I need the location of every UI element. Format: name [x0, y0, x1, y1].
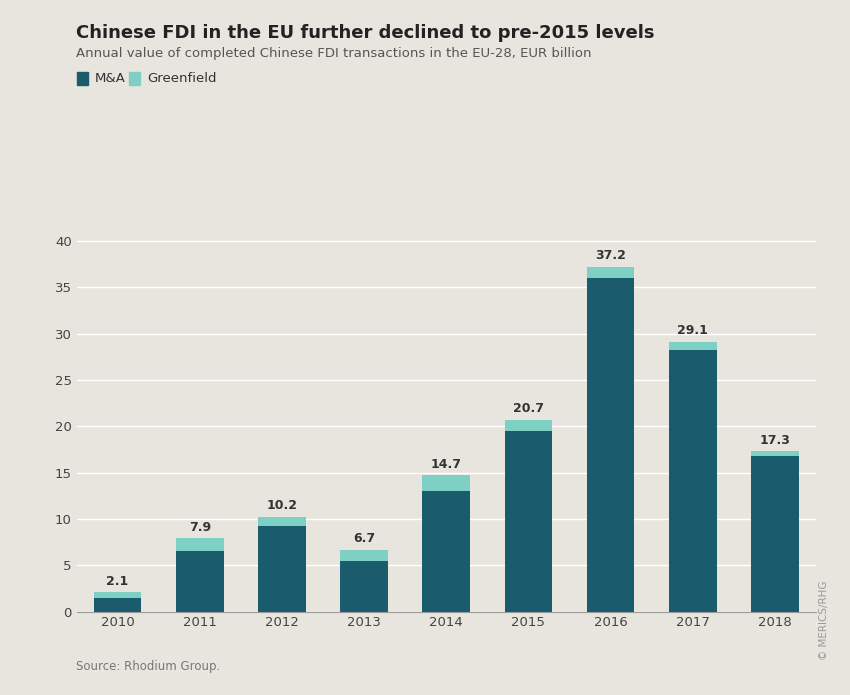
Text: 37.2: 37.2 — [595, 250, 626, 262]
Bar — [422, 491, 470, 612]
Bar — [176, 551, 224, 612]
Bar — [176, 539, 224, 551]
Bar — [94, 598, 141, 612]
Bar — [258, 526, 306, 612]
Text: Annual value of completed Chinese FDI transactions in the EU-28, EUR billion: Annual value of completed Chinese FDI tr… — [76, 47, 592, 60]
Text: 2.1: 2.1 — [106, 575, 128, 587]
Bar — [340, 550, 388, 561]
Bar — [669, 342, 717, 350]
Text: 29.1: 29.1 — [677, 325, 708, 337]
Text: 10.2: 10.2 — [266, 500, 298, 512]
Bar — [258, 517, 306, 526]
Bar — [669, 350, 717, 612]
Text: M&A: M&A — [94, 72, 126, 85]
Bar — [94, 592, 141, 598]
Bar — [505, 431, 552, 612]
Text: © MERICS/RHG: © MERICS/RHG — [819, 581, 829, 660]
Text: 6.7: 6.7 — [353, 532, 375, 545]
Bar — [586, 267, 634, 278]
Text: 7.9: 7.9 — [189, 521, 211, 534]
Text: Source: Rhodium Group.: Source: Rhodium Group. — [76, 660, 221, 673]
Text: Greenfield: Greenfield — [147, 72, 217, 85]
Bar — [340, 561, 388, 612]
Text: 20.7: 20.7 — [513, 402, 544, 415]
Bar — [751, 451, 799, 456]
Bar — [751, 456, 799, 612]
Bar — [505, 420, 552, 431]
Bar — [586, 278, 634, 612]
Text: 17.3: 17.3 — [760, 434, 790, 447]
Text: 14.7: 14.7 — [431, 458, 462, 471]
Bar — [422, 475, 470, 491]
Text: Chinese FDI in the EU further declined to pre-2015 levels: Chinese FDI in the EU further declined t… — [76, 24, 655, 42]
